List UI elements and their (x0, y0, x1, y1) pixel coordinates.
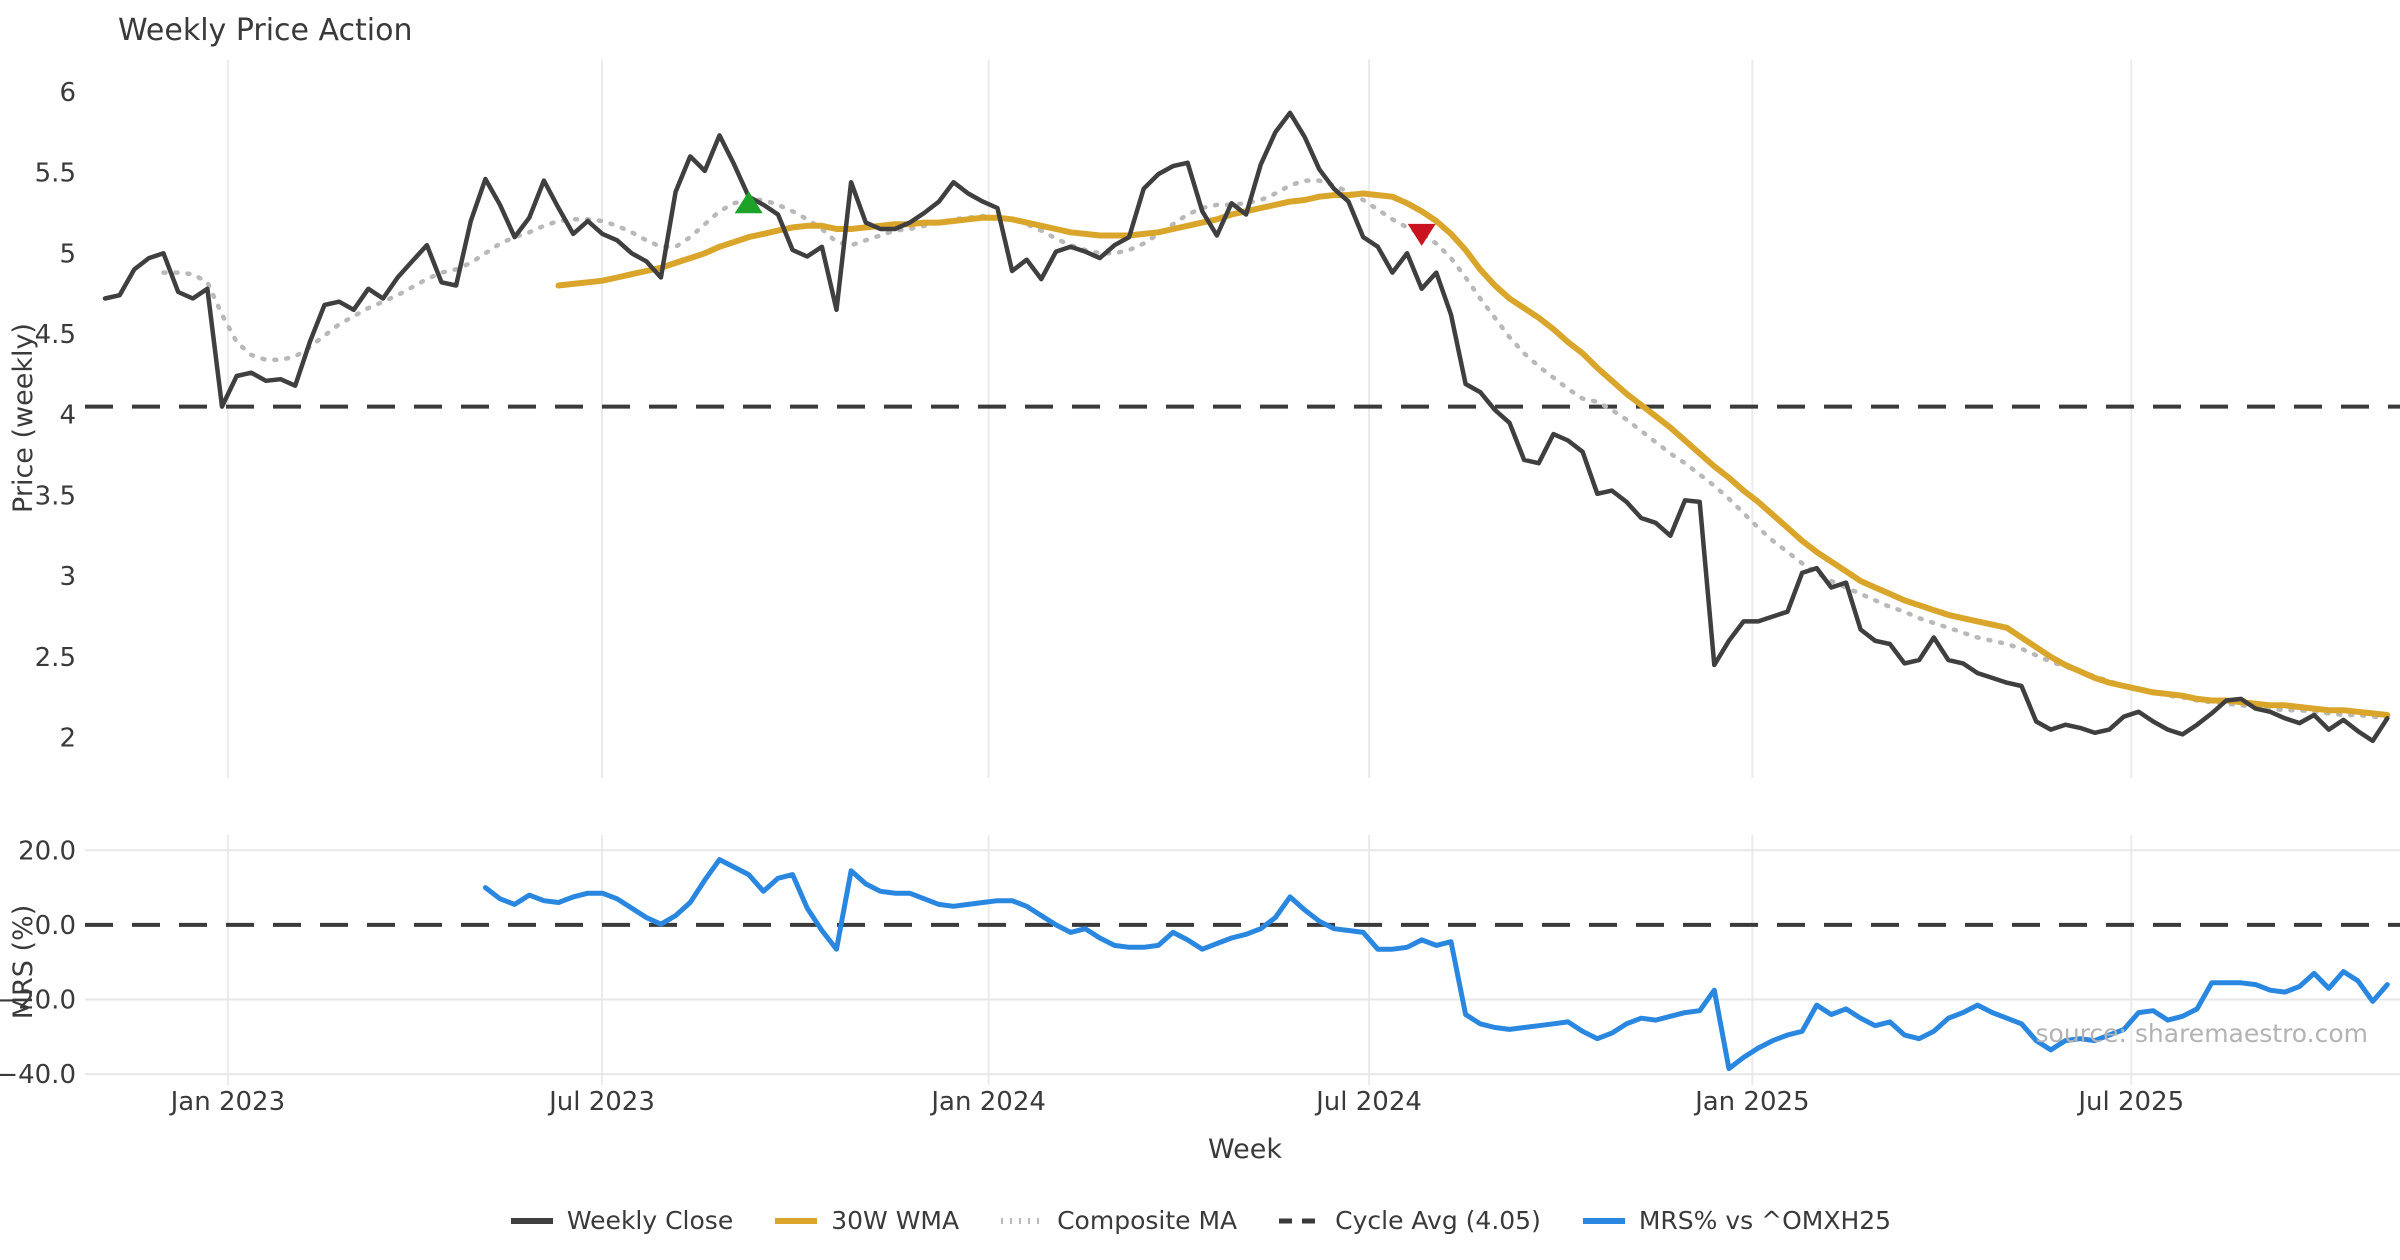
mrs-tick-label: 0.0 (35, 911, 76, 941)
chart-legend: Weekly Close 30W WMA Composite MA Cycle Avg… (0, 1206, 2400, 1235)
date-tick-label: Jan 2025 (1693, 1087, 1810, 1117)
date-tick-label: Jul 2024 (1314, 1087, 1422, 1117)
legend-label: 30W WMA (831, 1206, 960, 1235)
mrs-tick-label: −40.0 (0, 1060, 76, 1090)
source-watermark: source: sharemaestro.com (2036, 1019, 2369, 1048)
mrs-axis-label: MRS (%) (8, 905, 39, 1020)
price-tick-label: 5 (59, 239, 76, 269)
buy-signal-marker (734, 191, 763, 214)
legend-label: Composite MA (1057, 1206, 1238, 1235)
signal-markers (734, 191, 1436, 246)
legend-label: Weekly Close (566, 1206, 734, 1235)
date-tick-label: Jul 2023 (547, 1087, 655, 1117)
price-tick-label: 4.5 (35, 320, 76, 350)
week-axis-label: Week (1208, 1134, 1282, 1165)
date-tick-label: Jan 2024 (929, 1087, 1046, 1117)
chart-series (85, 110, 2400, 1072)
legend-swatch-dotted-icon (1001, 1217, 1044, 1224)
price-tick-label: 6 (59, 78, 76, 108)
page-title: Weekly Price Action (118, 13, 413, 48)
legend-label: Cycle Avg (4.05) (1335, 1206, 1541, 1235)
price-tick-label: 5.5 (35, 159, 76, 189)
legend-item: 30W WMA (773, 1206, 959, 1235)
legend-item: Composite MA (999, 1206, 1237, 1235)
legend-item: Weekly Close (509, 1206, 733, 1235)
legend-item: Cycle Avg (4.05) (1277, 1206, 1541, 1235)
price-tick-label: 2.5 (35, 643, 76, 673)
price-tick-label: 3.5 (35, 481, 76, 511)
axis-ticks: 6 5.5 5 4.5 4 3.5 3 2.5 2 20.0 0.0 −20.0 −40.0 Jan 20… (0, 78, 2184, 1117)
composite-ma-line (161, 178, 2390, 721)
gridlines (85, 59, 2400, 1085)
price-tick-label: 2 (59, 724, 76, 754)
legend-label: MRS% vs ^OMXH25 (1638, 1206, 1892, 1235)
mrs-tick-label: 20.0 (18, 836, 76, 866)
mrs-line (482, 857, 2390, 1072)
price-tick-label: 3 (59, 562, 76, 592)
date-tick-label: Jul 2025 (2076, 1087, 2184, 1117)
weekly-close-line (102, 110, 2390, 744)
legend-swatch-solid-icon (775, 1217, 818, 1224)
mrs-tick-label: −20.0 (0, 986, 76, 1016)
legend-swatch-solid-icon (1582, 1217, 1625, 1224)
wma-line (555, 190, 2391, 718)
date-tick-label: Jan 2023 (169, 1087, 286, 1117)
legend-swatch-dashed-icon (1279, 1218, 1322, 1223)
legend-swatch-solid-icon (510, 1217, 553, 1224)
legend-item: MRS% vs ^OMXH25 (1581, 1206, 1891, 1235)
price-tick-label: 4 (59, 401, 76, 431)
price-axis-label: Price (weekly) (8, 323, 39, 513)
sell-signal-marker (1407, 223, 1436, 246)
